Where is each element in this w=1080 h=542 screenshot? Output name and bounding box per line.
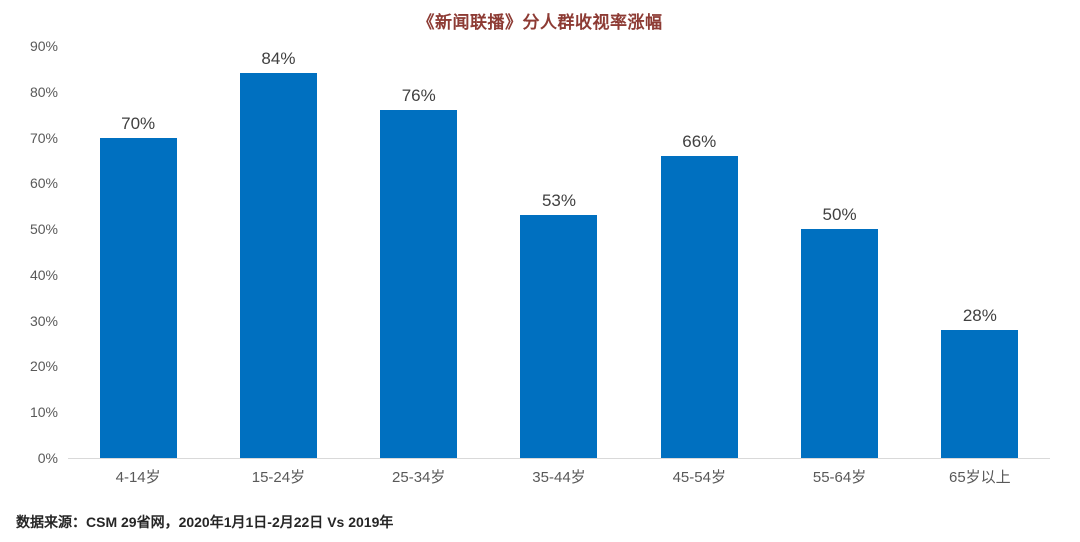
bar [941, 329, 1019, 458]
x-category-label: 45-54岁 [672, 469, 726, 486]
bar-value-label: 50% [822, 205, 857, 225]
bar-value-label: 66% [682, 131, 717, 151]
bar [801, 229, 879, 458]
y-tick-label: 50% [29, 221, 58, 238]
y-tick-label: 70% [29, 129, 58, 146]
x-category-label: 4-14岁 [115, 469, 161, 486]
bar-value-label: 28% [962, 305, 997, 325]
x-category-label: 15-24岁 [251, 469, 306, 486]
y-tick-label: 20% [29, 358, 58, 375]
bar [239, 73, 317, 458]
y-tick-label: 90% [29, 38, 58, 54]
x-axis: 4-14岁 15-24岁 25-34岁 35-44岁 45-54岁 55-64岁 65岁以上 [68, 459, 1050, 485]
plot-area: 70% 84% 76% 53% 66% 50% 28% [68, 46, 1050, 459]
bar [380, 110, 458, 458]
bar-group: 70% [68, 46, 208, 458]
y-tick-label: 40% [29, 266, 58, 283]
bar-value-label: 76% [401, 86, 436, 106]
bar [99, 137, 177, 458]
bar-group: 28% [910, 46, 1050, 458]
bar-group: 66% [629, 46, 769, 458]
y-tick-label: 30% [29, 312, 58, 329]
x-category-label: 35-44岁 [532, 469, 586, 486]
bar-group: 50% [769, 46, 909, 458]
bar-value-label: 70% [121, 113, 156, 133]
bar-value-label: 53% [541, 191, 576, 211]
bar-group: 76% [349, 46, 489, 458]
y-tick-label: 80% [29, 83, 58, 100]
chart-area: 0% 10% 20% 30% 40% 50% 60% 70% 80% 90% 70% 84% 76% 5… [0, 39, 1080, 506]
bar-group: 53% [489, 46, 629, 458]
bar-group: 84% [208, 46, 348, 458]
x-category-label: 65岁以上 [948, 469, 1011, 486]
source-note: 数据来源：CSM 29省网，2020年1月1日-2月22日 Vs 2019年 [16, 514, 394, 530]
x-category-label: 25-34岁 [392, 469, 446, 486]
bar [520, 215, 598, 458]
y-tick-label: 0% [37, 450, 58, 466]
bar [660, 155, 738, 458]
y-axis: 0% 10% 20% 30% 40% 50% 60% 70% 80% 90% [0, 39, 58, 465]
chart-title: 《新闻联播》分人群收视率涨幅 [417, 13, 663, 32]
y-tick-label: 60% [29, 175, 58, 192]
bar-value-label: 84% [261, 49, 296, 69]
y-tick-label: 10% [29, 404, 58, 421]
x-category-label: 55-64岁 [812, 469, 867, 486]
